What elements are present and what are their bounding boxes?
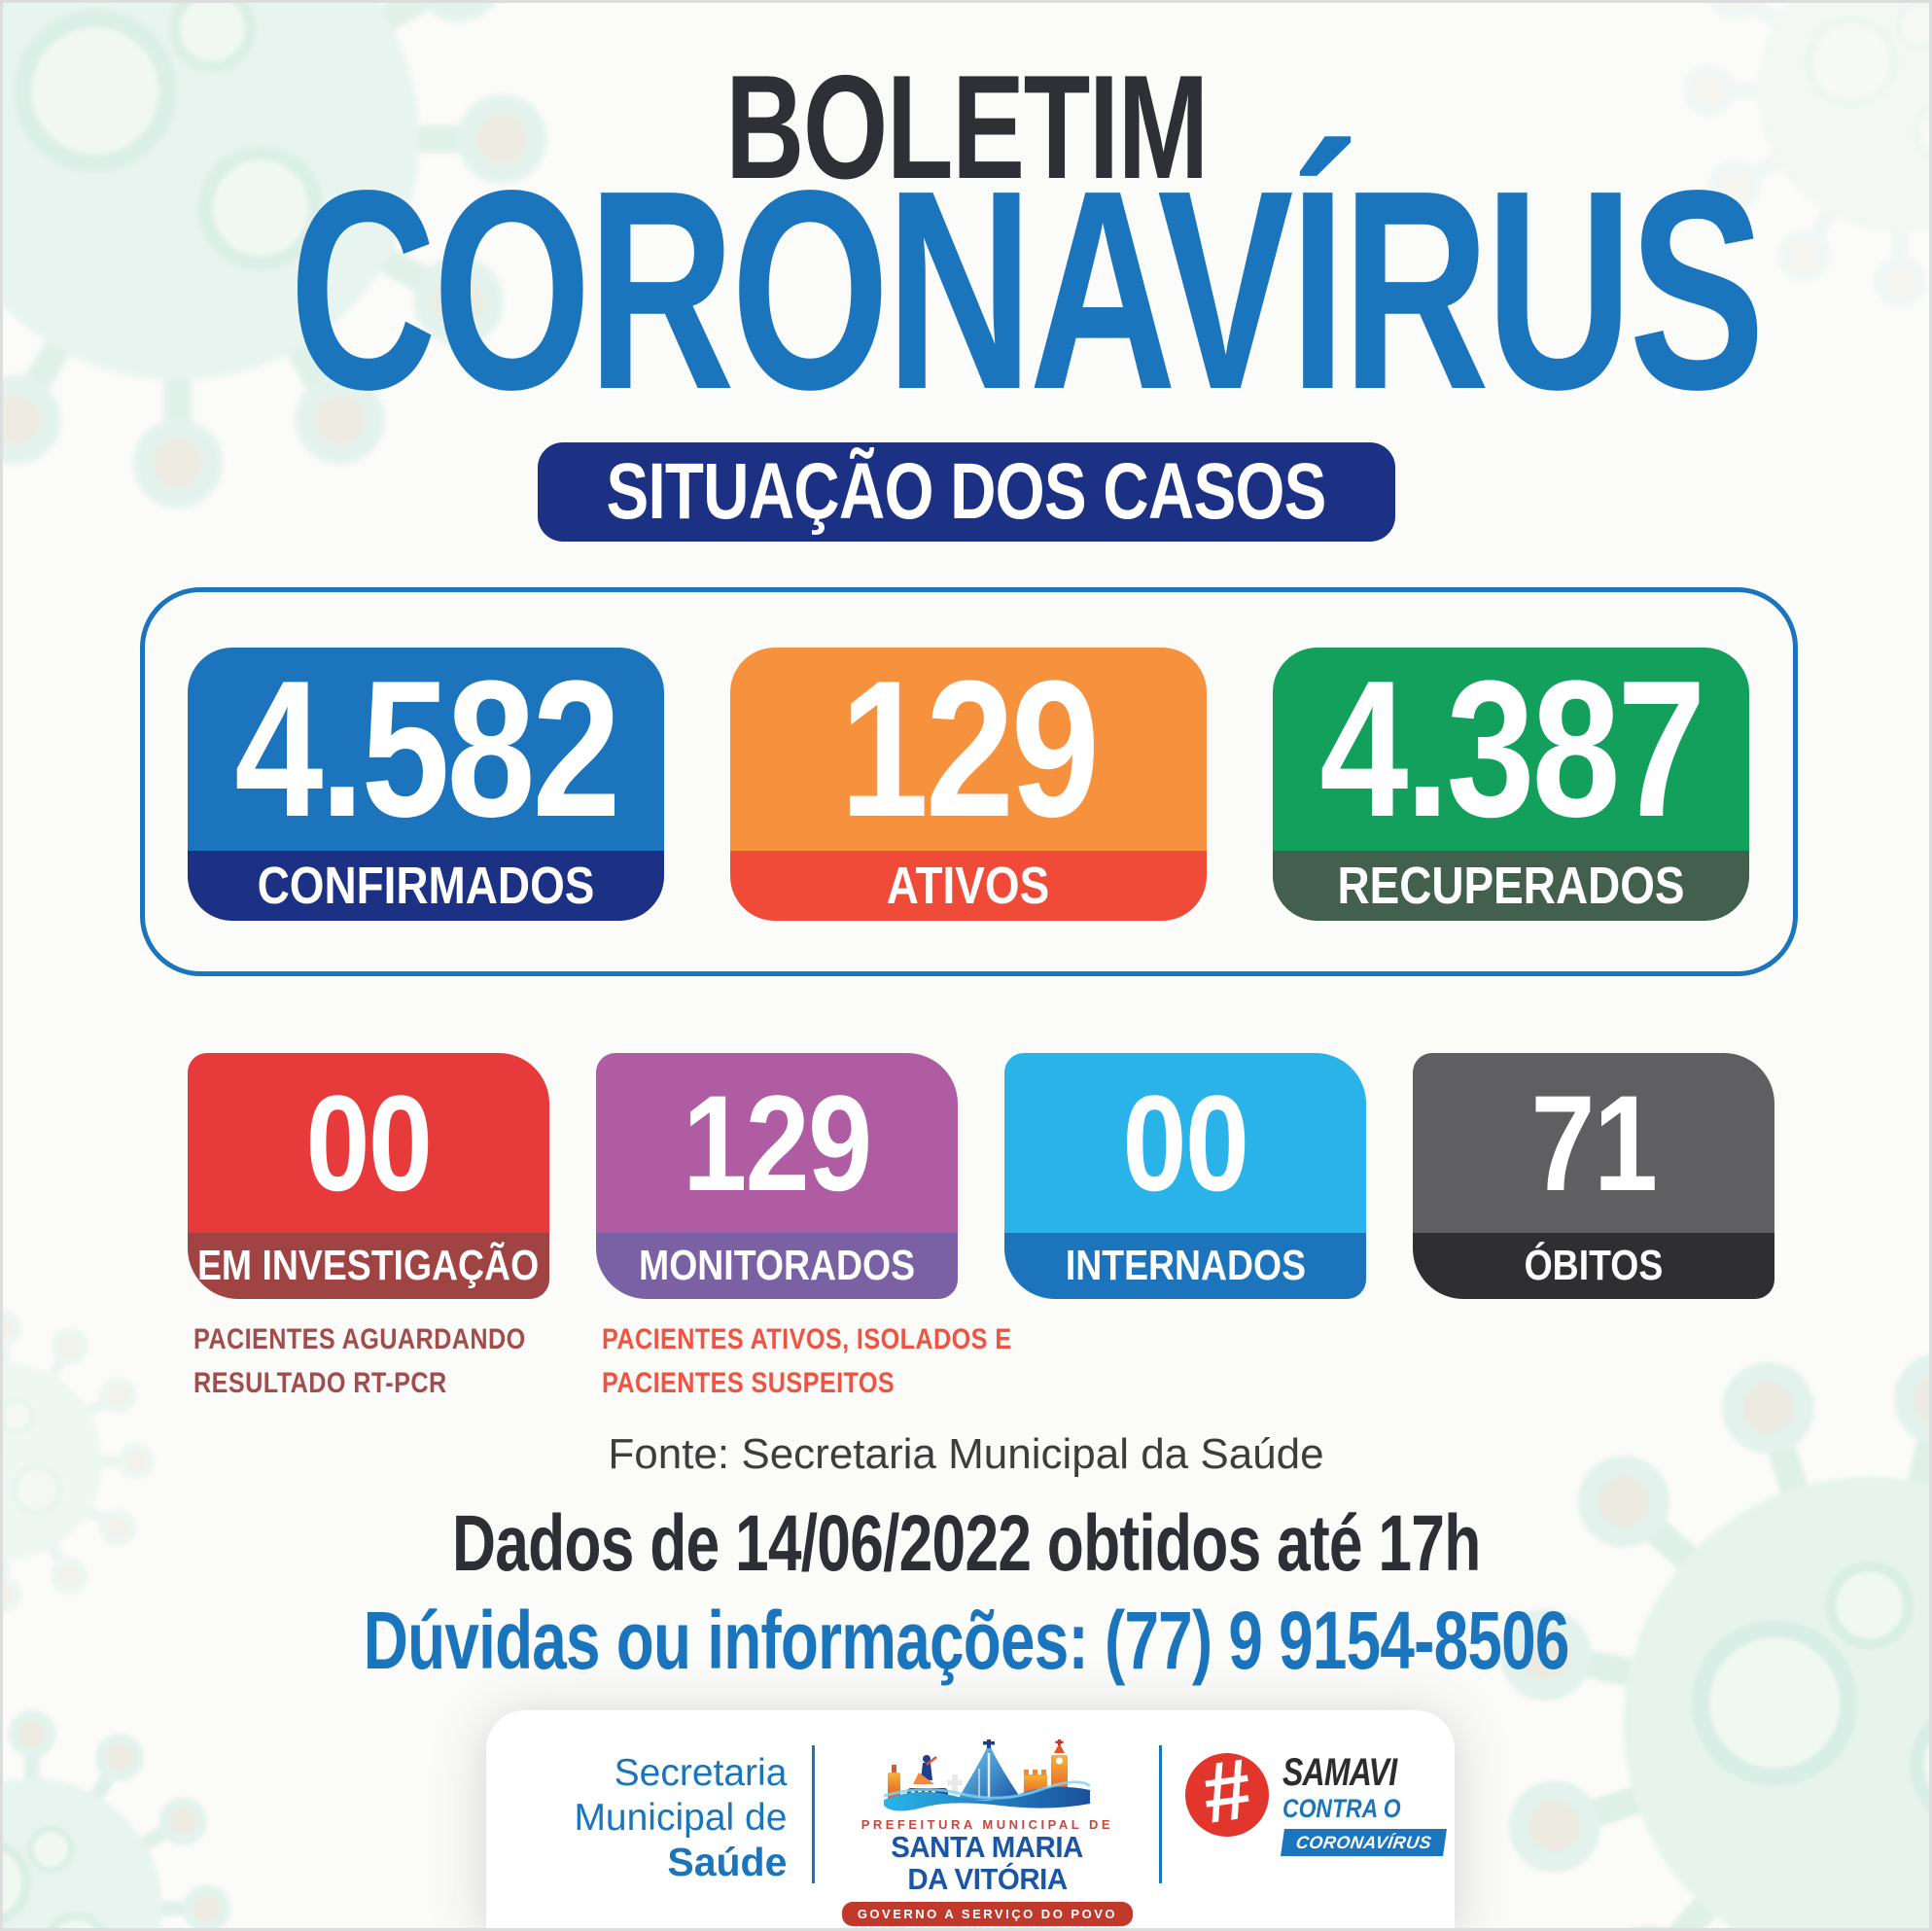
active-card: 129 ATIVOS: [730, 648, 1207, 921]
monitored-card-body: 129: [596, 1053, 958, 1233]
city-logo: PREFEITURA MUNICIPAL DE SANTA MARIA DA V…: [838, 1739, 1136, 1928]
recovered-value: 4.387: [1318, 648, 1705, 858]
recovered-card-body: 4.387: [1273, 648, 1749, 851]
summary-frame: [140, 587, 1798, 976]
deaths-value: 71: [1530, 1066, 1659, 1219]
active-card-body: 129: [730, 648, 1207, 851]
divider: [1159, 1745, 1163, 1883]
campaign-contra: CONTRA O: [1282, 1794, 1401, 1823]
data-date-note: Dados de 14/06/2022 obtidos até 17h: [451, 1499, 1481, 1588]
investigation-value: 00: [305, 1066, 434, 1219]
contact-note: Dúvidas ou informações: (77) 9 9154-8506: [363, 1595, 1570, 1686]
investigation-card-body: 00: [188, 1053, 549, 1233]
secretaria-line1: Secretaria: [614, 1752, 788, 1794]
interned-card: 00 INTERNADOS: [1004, 1053, 1366, 1299]
campaign-coronavirus-pill: CORONAVÍRUS: [1281, 1829, 1448, 1856]
skyline-icon: [884, 1739, 1091, 1811]
bulletin-subtitle: CORONAVÍRUS: [289, 131, 1765, 448]
governo-banner: GOVERNO A SERVIÇO DO POVO: [841, 1902, 1133, 1927]
prefeitura-name-line2: DA VITÓRIA: [907, 1861, 1068, 1896]
investigation-caption: PACIENTES AGUARDANDO RESULTADO RT-PCR: [193, 1323, 526, 1399]
monitored-caption: PACIENTES ATIVOS, ISOLADOS E PACIENTES S…: [602, 1323, 1012, 1399]
investigation-label: EM INVESTIGAÇÃO: [188, 1233, 549, 1299]
interned-card-body: 00: [1004, 1053, 1366, 1233]
monitored-card: 129 MONITORADOS: [596, 1053, 958, 1299]
prefeitura-small-text: PREFEITURA MUNICIPAL DE: [861, 1817, 1114, 1832]
confirmed-card-body: 4.582: [188, 648, 664, 851]
deaths-label: ÓBITOS: [1413, 1233, 1774, 1299]
confirmed-card: 4.582 CONFIRMADOS: [188, 648, 664, 921]
recovered-label: RECUPERADOS: [1273, 851, 1749, 921]
footer-card: Secretaria Municipal de Saúde: [486, 1710, 1455, 1928]
investigation-card: 00 EM INVESTIGAÇÃO: [188, 1053, 549, 1299]
deaths-card: 71 ÓBITOS: [1413, 1053, 1774, 1299]
active-value: 129: [840, 648, 1100, 858]
status-badge: SITUAÇÃO DOS CASOS: [537, 442, 1395, 542]
monitored-label: MONITORADOS: [596, 1233, 958, 1299]
coronavirus-decoration-bottom-left: [0, 1704, 236, 1931]
campaign-logo: # SAMAVI CONTRA O CORONAVÍRUS: [1185, 1739, 1448, 1928]
campaign-name: SAMAVI: [1282, 1751, 1397, 1794]
confirmed-value: 4.582: [233, 648, 620, 858]
source-note: Fonte: Secretaria Municipal da Saúde: [608, 1430, 1324, 1478]
interned-label: INTERNADOS: [1004, 1233, 1366, 1299]
interned-value: 00: [1122, 1066, 1250, 1219]
hashtag-icon: #: [1185, 1739, 1270, 1842]
divider: [812, 1745, 816, 1883]
secretaria-line2: Municipal de: [574, 1796, 788, 1839]
bulletin-title: BOLETIM: [724, 45, 1209, 210]
prefeitura-name-line1: SANTA MARIA: [891, 1830, 1084, 1864]
secretaria-line3: Saúde: [667, 1840, 788, 1885]
secretaria-logo-text: Secretaria Municipal de Saúde: [495, 1739, 788, 1928]
active-label: ATIVOS: [730, 851, 1207, 921]
recovered-card: 4.387 RECUPERADOS: [1273, 648, 1749, 921]
deaths-card-body: 71: [1413, 1053, 1774, 1233]
campaign-text: SAMAVI CONTRA O CORONAVÍRUS: [1281, 1751, 1448, 1856]
monitored-value: 129: [683, 1066, 872, 1219]
confirmed-label: CONFIRMADOS: [188, 851, 664, 921]
